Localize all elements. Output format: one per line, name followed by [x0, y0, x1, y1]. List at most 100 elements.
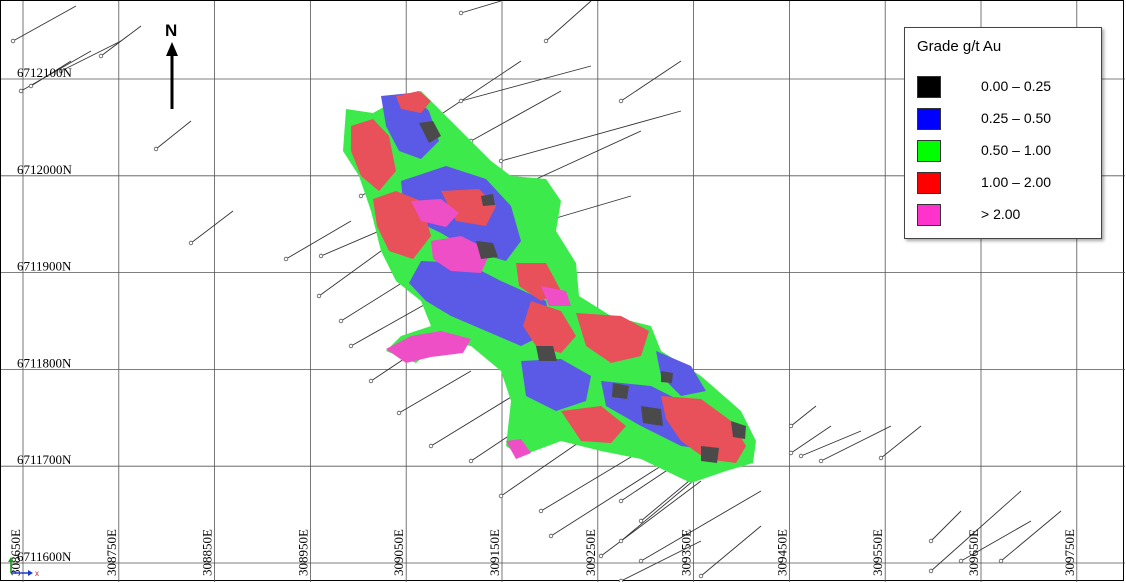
drillhole-trace — [60, 40, 122, 72]
drillhole-trace — [460, 65, 592, 102]
legend-label: 0.25 – 0.50 — [981, 110, 1052, 126]
drillhole-collar — [316, 293, 322, 299]
drillhole-collar — [538, 508, 544, 514]
easting-label: 308950E — [295, 529, 310, 576]
drillhole-trace — [20, 50, 92, 92]
drillhole-collar — [548, 533, 554, 539]
drillhole-collar — [458, 10, 464, 16]
grade-zone-025-050 — [656, 351, 706, 396]
legend-item: 0.00 – 0.25 — [917, 76, 1097, 100]
legend-item: > 2.00 — [917, 204, 1097, 228]
axis-orientation-icon: x — [8, 557, 39, 577]
northing-label: 6712100N — [17, 65, 73, 80]
drillhole-trace — [460, 1, 502, 14]
grade-zone-over-200 — [411, 199, 459, 227]
grade-zone-over-200 — [506, 439, 531, 459]
northing-label: 6711600N — [17, 549, 72, 564]
drillhole-collar — [818, 458, 824, 464]
drillhole-trace — [930, 490, 1022, 572]
drillhole-trace — [470, 90, 562, 142]
easting-label: 309650E — [966, 529, 981, 576]
drillhole-collar — [798, 453, 804, 459]
grade-zone-000-025 — [536, 346, 557, 361]
drillhole-collar — [188, 240, 194, 246]
drillhole-collar — [153, 146, 159, 152]
drillhole-trace — [620, 60, 682, 102]
drillhole-trace — [1000, 510, 1062, 562]
easting-label: 309150E — [487, 529, 502, 576]
grade-zone-over-200 — [386, 331, 471, 363]
drillhole-trace — [100, 25, 142, 57]
grade-zone-over-200 — [541, 286, 571, 306]
grade-legend: Grade g/t Au 0.00 – 0.25 0.25 – 0.50 0.5… — [904, 27, 1102, 239]
legend-label: 0.00 – 0.25 — [981, 78, 1052, 94]
drillhole-collar — [788, 450, 794, 456]
drillhole-trace — [820, 425, 892, 462]
grade-zone-025-050 — [521, 359, 591, 411]
legend-swatch — [917, 140, 941, 162]
block-model — [343, 91, 756, 483]
grade-zone-000-025 — [701, 446, 719, 463]
grade-zone-100-200 — [661, 396, 746, 463]
easting-label: 309350E — [679, 529, 694, 576]
drillhole-collar — [928, 538, 934, 544]
grade-zone-000-025 — [661, 371, 673, 383]
drillhole-collar — [28, 83, 34, 89]
drillhole-trace — [155, 120, 192, 150]
drillhole-collar — [348, 343, 354, 349]
drillhole-trace — [520, 130, 642, 187]
legend-label: 1.00 – 2.00 — [981, 174, 1052, 190]
drillhole-trace — [800, 430, 862, 457]
legend-item: 0.50 – 1.00 — [917, 140, 1097, 164]
drillhole-trace — [430, 60, 522, 122]
grade-zone-000-025 — [481, 194, 495, 206]
drillhole-collar — [998, 558, 1004, 564]
drillhole-collar — [598, 553, 604, 559]
drillhole-trace — [12, 5, 77, 42]
easting-label: 309250E — [583, 529, 598, 576]
drillhole-trace — [318, 250, 382, 297]
north-arrow-icon — [166, 42, 178, 56]
drillhole-collar — [928, 568, 934, 574]
drillhole-trace — [790, 405, 817, 427]
northing-label: 6712000N — [17, 162, 73, 177]
drillhole-trace — [545, 1, 592, 42]
drillhole-trace — [430, 390, 522, 447]
drillhole-trace — [398, 370, 472, 414]
grade-zone-100-200 — [351, 119, 396, 191]
easting-label: 309550E — [870, 529, 885, 576]
north-label: N — [165, 21, 177, 40]
drillhole-collar — [98, 53, 104, 59]
drillhole-collar — [698, 573, 704, 579]
drillhole-collar — [498, 493, 504, 499]
legend-label: > 2.00 — [981, 206, 1021, 222]
legend-swatch — [917, 172, 941, 194]
drillhole-trace — [30, 60, 72, 87]
drillhole-collar — [543, 38, 549, 44]
svg-text:x: x — [35, 569, 39, 577]
easting-label: 308750E — [104, 529, 119, 576]
drillhole-collar — [468, 458, 474, 464]
drillhole-trace — [545, 195, 632, 222]
drillhole-collar — [618, 98, 624, 104]
drillhole-trace — [350, 300, 432, 347]
drillhole-collar — [638, 518, 644, 524]
legend-swatch — [917, 108, 941, 130]
grade-zone-100-200 — [523, 301, 576, 353]
easting-label: 309750E — [1062, 529, 1077, 576]
drillhole-trace — [620, 540, 702, 582]
drillhole-trace — [700, 525, 762, 577]
drillhole-trace — [640, 490, 762, 562]
grid-labels: 308650E 308750E 308850E 308950E 309050E 30915… — [8, 65, 1077, 576]
drillhole-collar — [618, 538, 624, 544]
grade-zone-over-200 — [431, 236, 491, 273]
drillhole-collar — [428, 443, 434, 449]
drillhole-collar — [618, 498, 624, 504]
drillhole-trace — [960, 520, 1032, 562]
grade-zone-000-025 — [612, 383, 629, 399]
grade-zone-100-200 — [396, 91, 431, 113]
northing-label: 6711700N — [17, 452, 72, 467]
drillhole-trace — [880, 425, 922, 459]
